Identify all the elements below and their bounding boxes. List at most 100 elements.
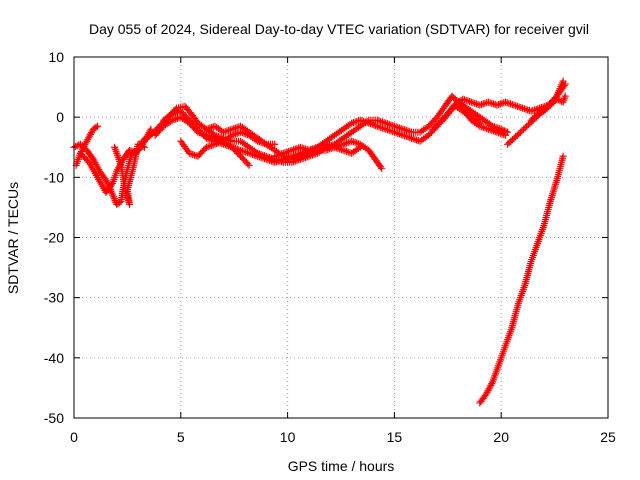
data-point-marker <box>332 144 340 152</box>
data-point-marker <box>501 98 509 106</box>
data-point-marker <box>512 102 520 110</box>
data-point-marker <box>201 131 209 139</box>
data-point-marker <box>521 124 529 132</box>
data-point-marker <box>462 96 470 104</box>
data-point-marker <box>213 140 221 148</box>
data-point-marker <box>387 121 395 129</box>
data-point-marker <box>459 95 467 103</box>
data-point-marker <box>361 118 369 126</box>
x-tick-label: 0 <box>70 429 78 445</box>
data-point-marker <box>522 105 530 113</box>
data-point-marker <box>396 124 404 132</box>
series-layer <box>70 77 569 407</box>
data-point-marker <box>490 100 498 108</box>
data-point-marker <box>406 128 414 136</box>
data-point-marker <box>515 103 523 111</box>
data-point-marker <box>170 116 178 124</box>
series-track-10 <box>271 140 364 160</box>
data-point-marker <box>226 126 234 134</box>
data-point-marker <box>385 120 393 128</box>
data-point-marker <box>479 100 487 108</box>
data-point-marker <box>532 105 540 113</box>
data-point-marker <box>402 126 410 134</box>
series-track-9 <box>202 122 386 172</box>
data-point-marker <box>527 116 535 124</box>
series-track-14 <box>527 92 569 124</box>
data-point-marker <box>503 99 511 107</box>
data-point-marker <box>274 157 282 165</box>
data-point-marker <box>271 140 279 148</box>
data-point-marker <box>476 101 484 109</box>
data-point-marker <box>518 127 526 135</box>
data-point-marker <box>266 156 274 164</box>
y-tick-label: 0 <box>56 109 64 125</box>
data-point-marker <box>540 107 548 115</box>
data-point-marker <box>508 101 516 109</box>
data-point-marker <box>339 146 347 154</box>
data-point-marker <box>520 125 528 133</box>
data-point-marker <box>349 138 357 146</box>
data-point-marker <box>172 115 180 123</box>
data-point-marker <box>534 110 542 118</box>
data-point-marker <box>513 131 521 139</box>
data-point-marker <box>486 126 494 134</box>
data-point-marker <box>271 152 279 160</box>
data-point-marker <box>211 134 219 142</box>
x-tick-label: 10 <box>280 429 296 445</box>
data-point-marker <box>478 101 486 109</box>
data-point-marker <box>366 120 374 128</box>
data-point-marker <box>322 140 330 148</box>
data-point-marker <box>404 127 412 135</box>
data-point-marker <box>382 125 390 133</box>
data-point-marker <box>401 126 409 134</box>
data-point-marker <box>508 136 516 144</box>
x-tick-labels: 0 5 10 15 20 25 <box>70 429 616 445</box>
data-point-marker <box>298 152 306 160</box>
data-point-marker <box>331 143 339 151</box>
data-point-marker <box>378 164 386 172</box>
data-point-marker <box>310 144 318 152</box>
data-point-marker <box>561 80 569 88</box>
data-point-marker <box>489 122 497 130</box>
data-point-marker <box>349 119 357 127</box>
data-point-marker <box>545 103 553 111</box>
data-point-marker <box>204 143 212 151</box>
data-point-marker <box>486 99 494 107</box>
data-point-marker <box>92 123 100 131</box>
data-point-marker <box>228 131 236 139</box>
data-point-marker <box>126 146 134 154</box>
data-point-marker <box>175 114 183 122</box>
data-point-marker <box>189 150 197 158</box>
data-point-marker <box>199 130 207 138</box>
x-tick-label: 5 <box>177 429 185 445</box>
data-point-marker <box>172 109 180 117</box>
data-point-marker <box>252 152 260 160</box>
data-point-marker <box>288 146 296 154</box>
data-point-marker <box>337 146 345 154</box>
data-point-marker <box>392 129 400 137</box>
y-tick-labels: 10 0 -10 -20 -30 -40 -50 <box>44 49 64 426</box>
data-point-marker <box>208 141 216 149</box>
data-point-marker <box>233 129 241 137</box>
data-point-marker <box>93 122 101 130</box>
y-tick-label: -40 <box>44 350 64 366</box>
data-point-marker <box>368 120 376 128</box>
data-point-marker <box>261 155 269 163</box>
data-point-marker <box>543 104 551 112</box>
data-point-marker <box>411 135 419 143</box>
data-point-marker <box>274 151 282 159</box>
data-point-marker <box>279 149 287 157</box>
data-point-marker <box>341 147 349 155</box>
data-point-marker <box>373 116 381 124</box>
data-point-marker <box>372 122 380 130</box>
data-point-marker <box>276 150 284 158</box>
data-point-marker <box>448 92 456 100</box>
data-point-marker <box>488 126 496 134</box>
data-point-marker <box>300 151 308 159</box>
data-point-marker <box>406 134 414 142</box>
data-point-marker <box>507 137 515 145</box>
data-point-marker <box>300 144 308 152</box>
data-point-marker <box>389 128 397 136</box>
data-point-marker <box>394 129 402 137</box>
data-point-marker <box>257 153 265 161</box>
